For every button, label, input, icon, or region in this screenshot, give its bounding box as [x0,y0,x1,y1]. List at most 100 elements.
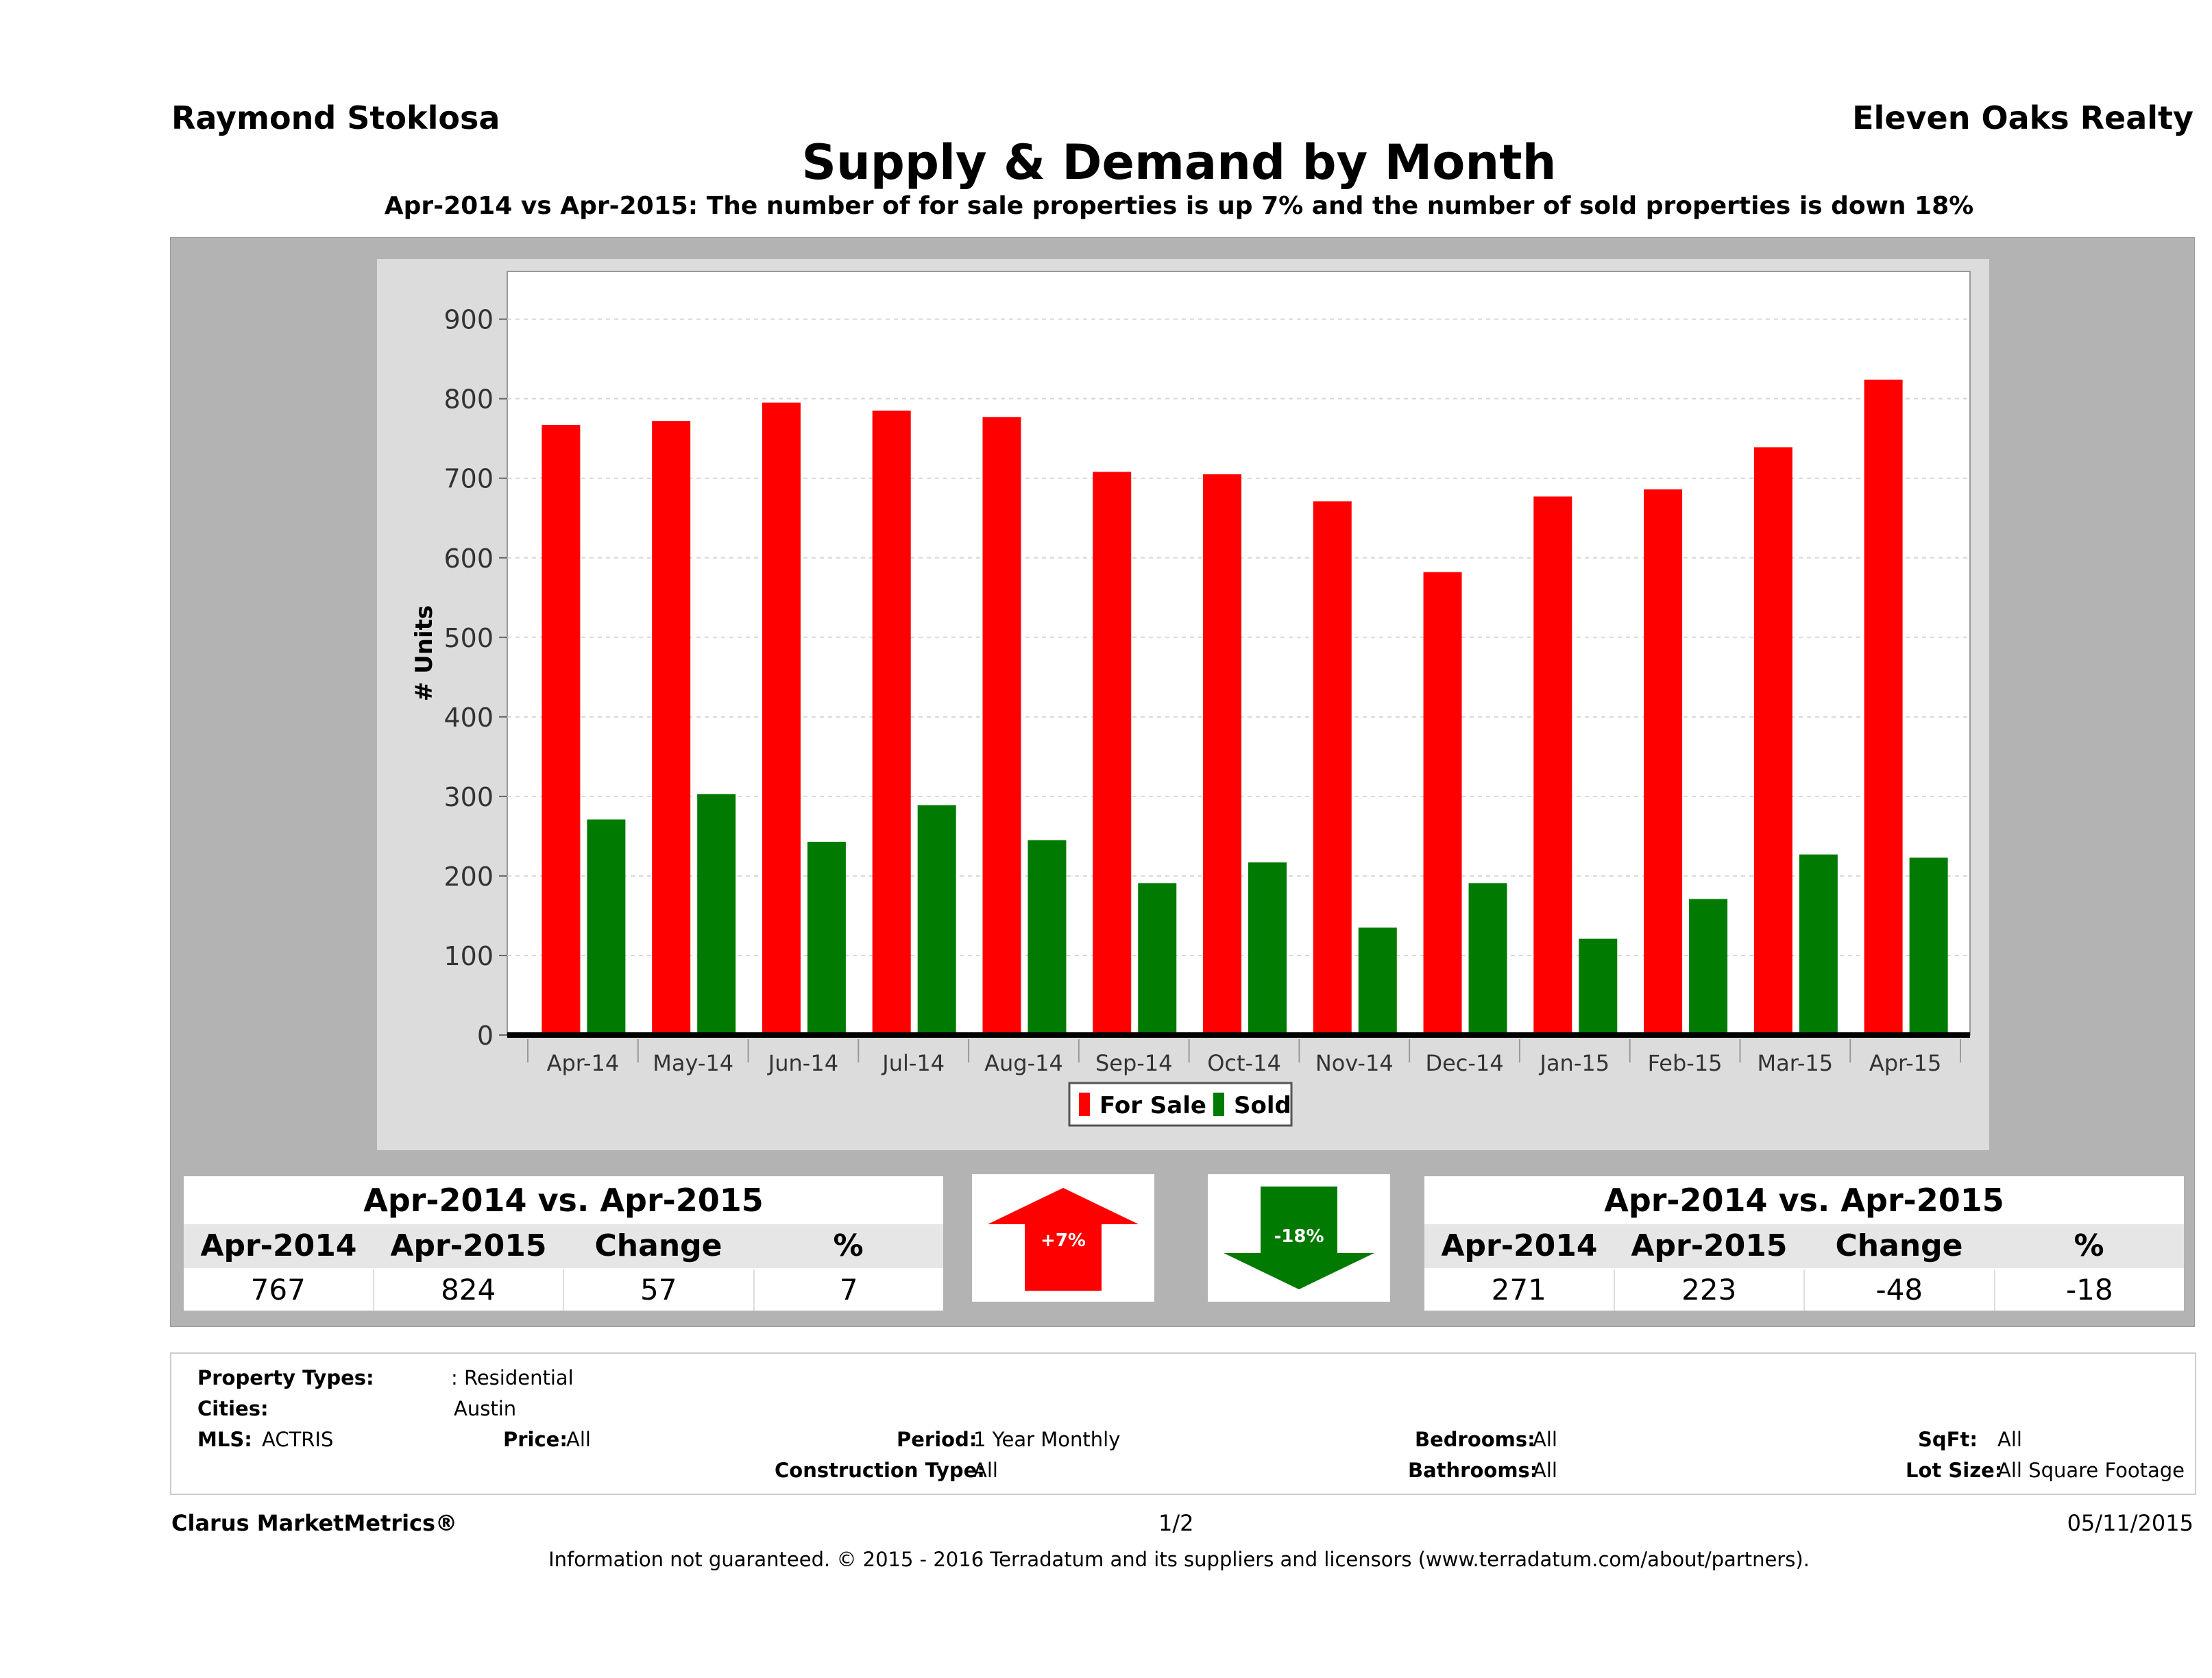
table-cell: 57 [563,1269,753,1311]
y-tick-label: 300 [443,782,494,812]
y-tick-label: 100 [443,941,494,971]
sold-table-row: 271 223 -48 -18 [1424,1269,2184,1311]
header-cell: Apr-2015 [390,1228,547,1263]
down-arrow-icon [1224,1187,1374,1289]
bar-sold [1028,840,1067,1035]
bar-for-sale [1423,572,1462,1035]
mls-label: MLS: [197,1428,252,1451]
disclaimer: Information not guaranteed. © 2015 - 201… [548,1548,1810,1571]
bar-for-sale [1753,447,1792,1035]
period-label: Period: [897,1428,977,1451]
bedrooms-value: All [1533,1428,1557,1451]
bar-for-sale [1203,474,1241,1035]
bar-sold [1138,883,1177,1035]
page-number: 1/2 [1158,1510,1194,1536]
mls-value: ACTRIS [262,1428,334,1451]
legend-swatch [1079,1093,1090,1116]
header-cell: Change [1835,1228,1963,1263]
for-sale-table-title: Apr-2014 vs. Apr-2015 [363,1182,764,1219]
bar-sold [1468,883,1507,1035]
bar-for-sale [1093,472,1132,1035]
table-cell: 767 [250,1273,306,1306]
sold-change-indicator: -18% [1208,1174,1390,1302]
bar-sold [1248,862,1287,1035]
report-date: 05/11/2015 [2067,1510,2193,1536]
bar-sold [1689,899,1728,1035]
y-tick-label: 400 [443,703,494,733]
x-tick-label: Oct-14 [1207,1050,1281,1076]
bedrooms-label: Bedrooms: [1415,1428,1535,1451]
for-sale-change-label: +7% [1041,1230,1086,1251]
chart-subtitle: Apr-2014 vs Apr-2015: The number of for … [384,192,1974,220]
bar-sold [1909,858,1948,1035]
x-tick-label: Nov-14 [1315,1050,1394,1076]
x-tick-label: Sep-14 [1095,1050,1173,1076]
legend-label: Sold [1234,1092,1291,1119]
legend-label: For Sale [1099,1092,1206,1119]
product-name: Clarus MarketMetrics® [171,1510,458,1536]
sold-table-title: Apr-2014 vs. Apr-2015 [1604,1182,2004,1219]
supply-demand-chart: 0 100 200 300 400 500 600 700 800 900 # Units Apr-1… [411,271,1971,1127]
sold-change-label: -18% [1274,1226,1324,1247]
y-tick-label: 700 [443,464,494,494]
brokerage-name: Eleven Oaks Realty [1852,99,2193,136]
header-cell: % [833,1228,864,1263]
table-cell: 271 [1491,1273,1546,1306]
table-cell: -18 [1993,1269,2185,1311]
bathrooms-value: All [1533,1459,1557,1482]
bar-for-sale [542,424,581,1035]
lot-size-label: Lot Size: [1906,1459,2003,1482]
y-tick-label: 900 [443,305,494,335]
x-tick-label: Mar-15 [1758,1050,1834,1076]
property-types-value: : Residential [451,1366,574,1389]
table-cell: 7 [753,1269,944,1311]
table-cell: -48 [1803,1269,1994,1311]
for-sale-table-row: 767 824 57 7 [184,1269,943,1311]
table-cell: 223 [1613,1269,1804,1311]
x-tick-label: Dec-14 [1425,1050,1503,1076]
up-arrow-icon [988,1188,1139,1291]
bar-for-sale [652,421,691,1035]
y-tick-label: 0 [477,1021,494,1051]
construction-type-label: Construction Type: [775,1459,985,1482]
bar-sold [1799,854,1838,1035]
x-tick-label: May-14 [653,1050,733,1076]
for-sale-change-indicator: +7% [972,1174,1154,1302]
x-tick-label: Feb-15 [1648,1050,1723,1076]
header-cell: Apr-2014 [1441,1228,1598,1263]
x-tick-label: Jan-15 [1539,1050,1610,1076]
y-tick-label: 800 [443,385,494,415]
y-tick-label: 500 [443,623,494,653]
x-tick-label: Apr-15 [1869,1050,1942,1076]
agent-name: Raymond Stoklosa [171,99,500,136]
sold-summary-table: Apr-2014 vs. Apr-2015 Apr-2014 Apr-2015 … [1424,1176,2184,1311]
bar-for-sale [872,411,911,1035]
bar-sold [1579,938,1618,1035]
chart-title: Supply & Demand by Month [801,134,1557,191]
construction-type-value: All [973,1459,998,1482]
chart-frame: 0 100 200 300 400 500 600 700 800 900 # Units Apr-1… [377,259,1989,1150]
bar-sold [1358,927,1397,1035]
price-value: All [566,1428,591,1451]
table-cell: 824 [372,1269,563,1311]
y-axis-label: # Units [411,605,438,701]
lot-size-value: All Square Footage [1997,1459,2185,1482]
y-tick-label: 600 [443,544,494,574]
bathrooms-label: Bathrooms: [1408,1459,1538,1482]
bar-sold [917,805,956,1035]
header-cell: Change [594,1228,722,1263]
price-label: Price: [503,1428,568,1451]
header-cell: Apr-2015 [1631,1228,1788,1263]
bar-sold [587,819,626,1035]
bar-for-sale [982,417,1021,1035]
y-tick-label: 200 [443,862,494,892]
bar-for-sale [1864,379,1903,1035]
for-sale-summary-table: Apr-2014 vs. Apr-2015 Apr-2014 Apr-2015 … [184,1176,943,1311]
header-cell: % [2074,1228,2104,1263]
cities-label: Cities: [197,1397,269,1420]
bar-for-sale [762,402,801,1035]
x-tick-label: Jun-14 [767,1050,838,1076]
bar-for-sale [1644,489,1683,1035]
property-types-label: Property Types: [197,1366,374,1389]
bar-sold [807,842,846,1035]
